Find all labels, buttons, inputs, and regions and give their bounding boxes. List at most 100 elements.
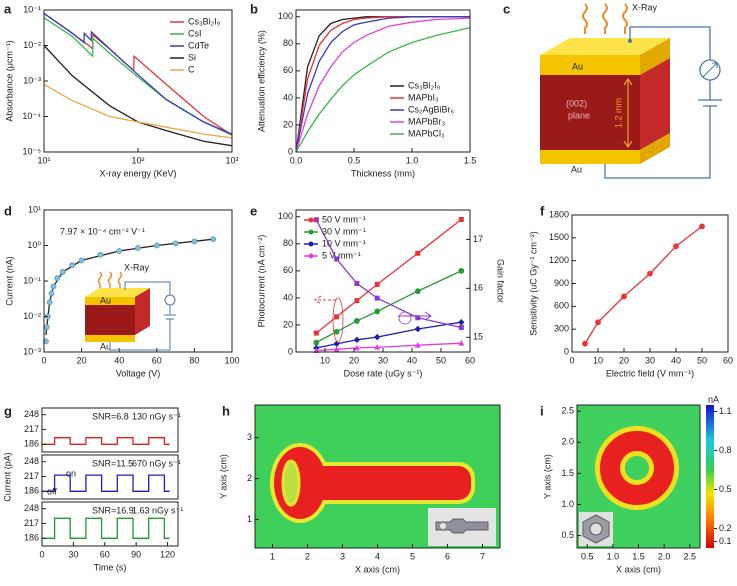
legend-label: Si bbox=[188, 52, 196, 62]
series-group bbox=[42, 517, 170, 539]
y-tick-label: 2.0 bbox=[561, 437, 574, 447]
y-tick-label: 900 bbox=[554, 278, 569, 288]
legend-label: 10 V mm⁻¹ bbox=[322, 238, 366, 248]
x-tick-label: 1.0 bbox=[406, 155, 419, 165]
xray-waves bbox=[582, 3, 628, 34]
annotation: 7.97 × 10⁻⁴ cm⁻² V⁻¹ bbox=[60, 226, 145, 236]
annotation: on bbox=[66, 468, 76, 478]
marker bbox=[334, 256, 340, 262]
marker bbox=[354, 280, 360, 286]
key-photo bbox=[435, 518, 489, 534]
legend-label: CsI bbox=[188, 28, 202, 38]
marker bbox=[97, 251, 104, 258]
marker bbox=[414, 325, 421, 333]
x-tick-label: 0 bbox=[569, 355, 574, 365]
x-tick-label: 50 bbox=[697, 355, 707, 365]
heat-hole bbox=[281, 459, 301, 507]
series-line bbox=[296, 16, 470, 152]
marker bbox=[374, 333, 381, 341]
au-top-face bbox=[540, 38, 670, 55]
x-axis-label: Thickness (mm) bbox=[351, 168, 415, 178]
y-tick-label: 60 bbox=[283, 65, 293, 75]
y-tick-label: 40 bbox=[283, 292, 293, 302]
y-axis-label: Y axis (cm) bbox=[542, 454, 552, 499]
y-tick-label: 186 bbox=[24, 439, 39, 449]
y-tick-label: 300 bbox=[554, 324, 569, 334]
x-tick-label: 100 bbox=[224, 355, 239, 365]
x-tick-label: 60 bbox=[100, 549, 110, 559]
marker bbox=[415, 250, 421, 256]
marker bbox=[116, 248, 123, 254]
marker bbox=[153, 242, 160, 249]
x-tick-label: 50 bbox=[436, 355, 446, 365]
x-tick-label: 10 bbox=[320, 355, 330, 365]
series-line bbox=[296, 17, 470, 152]
y-tick-label: 40 bbox=[283, 92, 293, 102]
y-tick-label: 3 bbox=[247, 432, 252, 442]
y-tick-label: 10⁻⁵ bbox=[23, 146, 42, 156]
marker bbox=[415, 315, 421, 321]
marker bbox=[353, 336, 361, 344]
x-axis-label: Time (s) bbox=[94, 562, 127, 572]
series-line bbox=[584, 225, 703, 344]
y-tick-label: 10⁻⁴ bbox=[22, 111, 41, 121]
panel-letter: c bbox=[503, 1, 510, 16]
legend-label: MAPbCl₃ bbox=[408, 128, 445, 138]
y-axis-label: Current (nA) bbox=[4, 256, 14, 306]
x-tick-label: 40 bbox=[114, 355, 124, 365]
x-tick-label: 10 bbox=[593, 355, 603, 365]
y-tick-label: 0 bbox=[288, 346, 293, 356]
au-label: Au bbox=[572, 61, 583, 71]
legend-label: Cs₂AgBiBr₆ bbox=[408, 104, 455, 114]
x-tick-label: 2 bbox=[305, 551, 310, 561]
marker bbox=[333, 328, 340, 335]
crystal bbox=[540, 75, 640, 150]
y-tick-label: 80 bbox=[283, 238, 293, 248]
panel-letter: b bbox=[250, 1, 258, 16]
plane-label: (002) bbox=[566, 98, 587, 108]
marker bbox=[595, 319, 601, 326]
x-tick-label: 7 bbox=[480, 551, 485, 561]
y-tick-label: 10⁻³ bbox=[23, 75, 41, 85]
x-tick-label: 4 bbox=[375, 551, 380, 561]
plot-frame bbox=[295, 9, 471, 153]
panel-letter: e bbox=[250, 203, 257, 218]
y-tick-label: 10⁰ bbox=[27, 240, 41, 250]
heat-ring bbox=[600, 431, 674, 505]
marker bbox=[69, 262, 76, 269]
colorbar bbox=[706, 405, 714, 548]
y-tick-label: 1.5 bbox=[561, 468, 574, 478]
legend-label: 30 V mm⁻¹ bbox=[322, 226, 366, 236]
colorbar-tick-label: 0.2 bbox=[719, 523, 732, 533]
marker bbox=[458, 267, 465, 274]
legend-marker bbox=[308, 217, 314, 223]
au-label: Au bbox=[100, 295, 111, 305]
y-tick-label: 20 bbox=[283, 119, 293, 129]
y-tick-label: 217 bbox=[24, 424, 39, 434]
y-tick-label: 20 bbox=[283, 319, 293, 329]
x-axis-label: Electric field (V mm⁻¹) bbox=[606, 368, 694, 378]
y-tick-label: 186 bbox=[24, 486, 39, 496]
y-tick-label: 217 bbox=[24, 471, 39, 481]
y-tick-label: 1.0 bbox=[561, 499, 574, 509]
x-axis-label: Dose rate (uGy s⁻¹) bbox=[344, 368, 423, 378]
x-axis-label: X axis (cm) bbox=[616, 564, 661, 574]
colorbar-tick-label: 0.5 bbox=[719, 484, 732, 494]
x-tick-label: 10¹ bbox=[37, 155, 50, 165]
legend-marker bbox=[308, 241, 314, 247]
y-tick-label: 1800 bbox=[549, 209, 569, 219]
legend-label: Cs₃Bi₂I₉ bbox=[188, 16, 221, 26]
series-line bbox=[315, 219, 462, 329]
marker bbox=[353, 317, 360, 324]
x-tick-label: 60 bbox=[152, 355, 162, 365]
marker bbox=[210, 236, 217, 243]
x-tick-label: 80 bbox=[189, 355, 199, 365]
panel-letter: a bbox=[4, 1, 12, 16]
marker bbox=[59, 269, 66, 275]
marker bbox=[333, 346, 340, 352]
au-label: Au bbox=[571, 164, 582, 174]
marker bbox=[582, 340, 588, 347]
au-top bbox=[540, 55, 640, 75]
x-axis-label: X-ray energy (KeV) bbox=[99, 168, 176, 178]
x-tick-label: 0 bbox=[41, 355, 46, 365]
